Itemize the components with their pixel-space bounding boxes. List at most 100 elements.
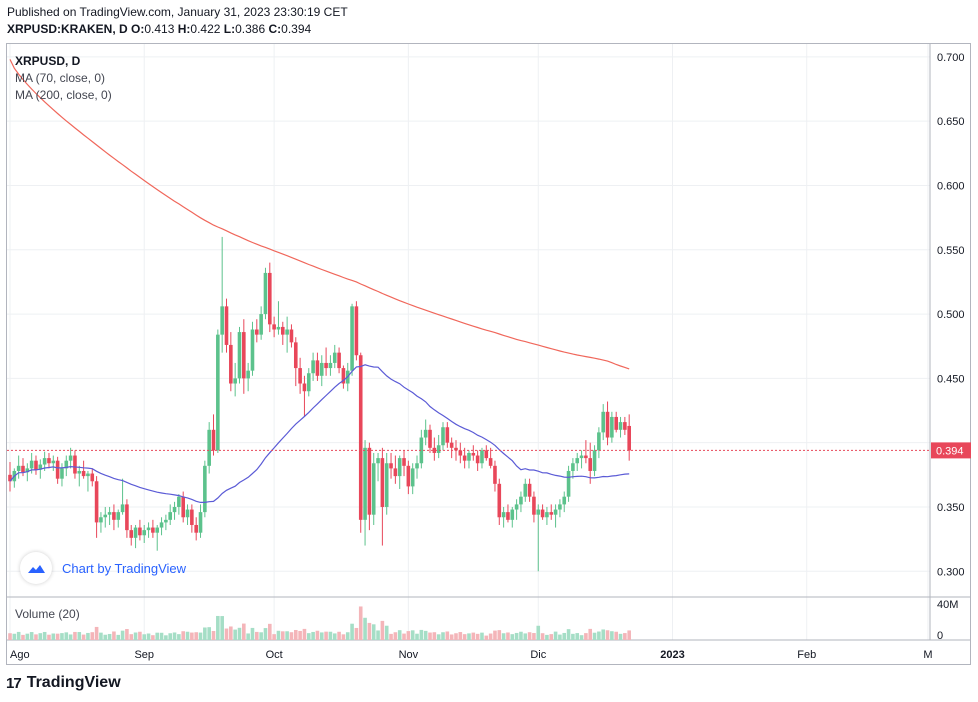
candle-body: [155, 527, 160, 533]
volume-bar: [332, 633, 337, 640]
volume-bar: [402, 633, 406, 640]
volume-bar: [263, 628, 268, 640]
volume-bar: [575, 633, 580, 640]
volume-bar: [181, 631, 185, 640]
volume-bar: [242, 623, 246, 640]
volume-bar: [42, 631, 47, 640]
candle-body: [614, 416, 618, 430]
candle-body: [272, 324, 276, 330]
legend-volume[interactable]: Volume (20): [15, 607, 80, 621]
candle-body: [337, 352, 341, 369]
volume-bar: [138, 631, 142, 640]
volume-bar: [207, 627, 211, 640]
volume-bar: [211, 630, 216, 640]
tradingview-watermark[interactable]: Chart by TradingView: [20, 552, 186, 584]
candle-body: [454, 447, 458, 451]
candle-body: [579, 455, 584, 459]
volume-bar: [194, 632, 198, 640]
volume-bar: [367, 622, 372, 640]
candle-body: [229, 344, 233, 384]
volume-bar: [337, 631, 341, 640]
candle-body: [142, 530, 147, 536]
volume-bar: [34, 634, 38, 640]
volume-tick-label: 40M: [937, 599, 958, 611]
volume-bar: [73, 631, 77, 640]
candle-body: [445, 427, 450, 443]
volume-bar: [623, 633, 627, 640]
candle-body: [566, 470, 571, 497]
candle-body: [376, 458, 380, 464]
volume-bar: [566, 629, 571, 640]
candle-body: [623, 422, 627, 430]
volume-bar: [177, 634, 181, 640]
candle-body: [42, 458, 47, 465]
candle-body: [415, 463, 419, 469]
volume-bar: [614, 631, 618, 640]
volume-bar: [99, 632, 103, 640]
volume-bar: [488, 633, 493, 640]
candle-body: [527, 483, 532, 497]
volume-bar: [16, 631, 21, 640]
volume-bar: [324, 631, 328, 640]
volume-bar: [81, 634, 86, 640]
volume-bar: [246, 633, 250, 640]
candle-body: [86, 473, 90, 477]
candle-body: [185, 509, 190, 518]
candle-body: [306, 373, 311, 392]
volume-bar: [272, 634, 276, 640]
candle-body: [406, 465, 411, 487]
candle-body: [216, 334, 220, 451]
low-value: 0.386: [235, 22, 266, 36]
volume-bar: [597, 631, 601, 640]
candle-body: [467, 452, 471, 461]
price-tick-label: 0.350: [937, 502, 965, 514]
legend-ma200[interactable]: MA (200, close, 0): [15, 88, 112, 102]
candle-body: [627, 425, 631, 451]
candle-body: [120, 504, 125, 513]
volume-bar: [55, 633, 60, 640]
volume-bar: [393, 632, 398, 640]
candle-body: [584, 455, 588, 459]
candle-body: [341, 368, 346, 384]
candle-body: [358, 355, 363, 520]
volume-bar: [103, 634, 108, 640]
volume-bar: [553, 631, 558, 640]
candle-body: [319, 362, 324, 376]
candle-body: [488, 458, 493, 466]
last-price-tag: [931, 442, 971, 459]
candle-body: [315, 360, 320, 376]
candle-body: [16, 465, 21, 471]
volume-bar: [289, 632, 294, 640]
candle-body: [419, 437, 424, 464]
volume-bar: [588, 628, 593, 640]
candle-body: [410, 468, 415, 487]
volume-bar: [432, 632, 437, 640]
volume-bar: [319, 632, 324, 640]
candle-body: [159, 522, 164, 528]
footer-brand[interactable]: 17 TradingView: [6, 674, 121, 692]
legend-ma70[interactable]: MA (70, close, 0): [15, 71, 106, 85]
candle-body: [224, 306, 229, 345]
watermark-text: Chart by TradingView: [62, 560, 187, 576]
candle-body: [618, 422, 623, 430]
candle-body: [514, 504, 519, 510]
candle-body: [436, 445, 441, 453]
price-tick-label: 0.650: [937, 116, 965, 128]
volume-bar: [185, 631, 190, 640]
candle-body: [493, 465, 497, 484]
candle-body: [220, 306, 224, 335]
candle-body: [8, 474, 12, 482]
candle-body: [125, 504, 129, 531]
candle-body: [133, 527, 138, 538]
last-price-label: 0.394: [936, 445, 964, 457]
candle-body: [77, 470, 82, 474]
volume-bar: [428, 632, 432, 640]
candle-body: [363, 447, 367, 520]
volume-bar: [306, 633, 311, 640]
volume-bar: [268, 623, 272, 640]
candle-body: [462, 455, 467, 461]
volume-bar: [315, 630, 320, 640]
candle-body: [25, 468, 30, 473]
open-label: O:: [131, 22, 145, 36]
